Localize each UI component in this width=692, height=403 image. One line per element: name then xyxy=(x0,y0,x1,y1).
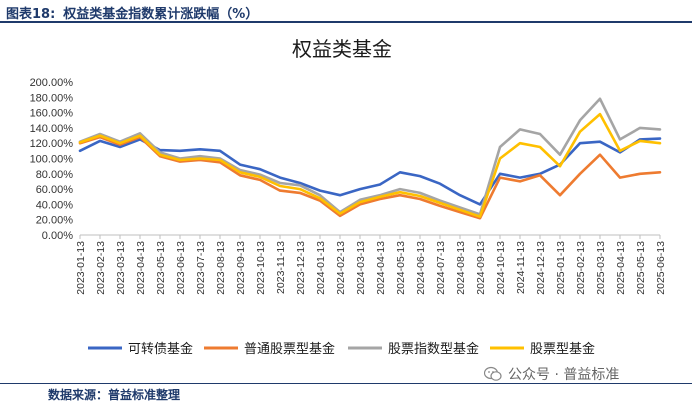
x-tick-label: 2023-03-13 xyxy=(115,241,127,295)
y-tick-label: 0.00% xyxy=(42,230,73,242)
x-tick-label: 2023-11-13 xyxy=(275,241,287,294)
footer-divider xyxy=(0,383,692,384)
x-tick-label: 2023-04-13 xyxy=(135,241,147,295)
y-tick-label: 120.00% xyxy=(30,138,74,150)
legend-label: 可转债基金 xyxy=(128,341,193,357)
x-tick-label: 2023-12-13 xyxy=(295,241,307,295)
x-tick-label: 2023-10-13 xyxy=(255,241,267,295)
series-line-1 xyxy=(78,137,662,206)
x-tick-label: 2024-10-13 xyxy=(495,241,507,295)
x-tick-label: 2025-01-13 xyxy=(555,241,567,295)
x-tick-label: 2023-09-13 xyxy=(235,241,247,295)
y-tick-label: 160.00% xyxy=(30,108,74,120)
x-tick-label: 2024-04-13 xyxy=(375,241,387,295)
x-tick-label: 2023-06-13 xyxy=(175,241,187,295)
y-tick-label: 140.00% xyxy=(30,123,74,135)
legend-label: 股票型基金 xyxy=(530,341,595,357)
y-tick-label: 80.00% xyxy=(36,169,74,181)
watermark-text: 公众号 · 普益标准 xyxy=(508,367,620,383)
x-tick-label: 2025-04-13 xyxy=(615,241,627,295)
x-tick-label: 2025-06-13 xyxy=(655,241,667,295)
y-tick-label: 100.00% xyxy=(30,154,74,166)
legend-label: 普通股票型基金 xyxy=(244,341,335,357)
x-tick-label: 2024-08-13 xyxy=(455,241,467,295)
x-tick-label: 2025-02-13 xyxy=(575,241,587,295)
y-tick-label: 200.00% xyxy=(30,77,74,89)
y-tick-label: 40.00% xyxy=(36,199,74,211)
x-tick-label: 2023-02-13 xyxy=(95,241,107,295)
figure-caption: 图表18: 权益类基金指数累计涨跌幅（%） xyxy=(6,3,266,22)
legend: 可转债基金 普通股票型基金 股票指数型基金 股票型基金 xyxy=(88,341,595,357)
x-tick-label: 2024-01-13 xyxy=(315,241,327,295)
x-axis: 2023-01-13 2023-02-13 2023-03-13 2023-04-13… xyxy=(75,234,667,295)
chart-title: 权益类基金 xyxy=(292,37,392,61)
chart-svg: 权益类基金 0.00% 20.00% 40.00% 60.00% 80.00% 100.0… xyxy=(30,37,667,357)
x-tick-label: 2023-07-13 xyxy=(195,241,207,295)
x-tick-label: 2025-03-13 xyxy=(595,241,607,295)
x-tick-label: 2025-05-13 xyxy=(635,241,647,295)
figure-title: 权益类基金指数累计涨跌幅（%） xyxy=(63,7,259,22)
x-tick-label: 2024-03-13 xyxy=(355,241,367,295)
watermark: 公众号 · 普益标准 xyxy=(484,364,619,384)
legend-label: 股票指数型基金 xyxy=(388,341,479,357)
x-tick-label: 2023-05-13 xyxy=(155,241,167,295)
x-tick-label: 2024-07-13 xyxy=(435,241,447,295)
x-tick-label: 2023-01-13 xyxy=(75,241,87,295)
x-tick-label: 2024-12-13 xyxy=(535,241,547,295)
x-tick-label: 2024-05-13 xyxy=(395,241,407,295)
y-axis: 0.00% 20.00% 40.00% 60.00% 80.00% 100.00% 120.… xyxy=(30,77,74,242)
x-tick-label: 2024-06-13 xyxy=(415,241,427,295)
series-line-2 xyxy=(78,135,662,220)
plot-area xyxy=(78,97,662,220)
x-tick-label: 2024-02-13 xyxy=(335,241,347,295)
y-tick-label: 60.00% xyxy=(36,184,74,196)
wechat-icon xyxy=(484,366,502,381)
y-tick-label: 20.00% xyxy=(36,215,74,227)
y-tick-label: 180.00% xyxy=(30,92,74,104)
header-divider xyxy=(0,21,692,23)
x-tick-label: 2024-09-13 xyxy=(475,241,487,295)
x-tick-label: 2024-11-13 xyxy=(515,241,527,294)
figure-label: 图表18: xyxy=(6,7,56,22)
series-line-3 xyxy=(78,97,662,216)
data-source: 数据来源：普益标准整理 xyxy=(48,388,181,402)
x-tick-label: 2023-08-13 xyxy=(215,241,227,295)
series-line-4 xyxy=(78,112,662,218)
